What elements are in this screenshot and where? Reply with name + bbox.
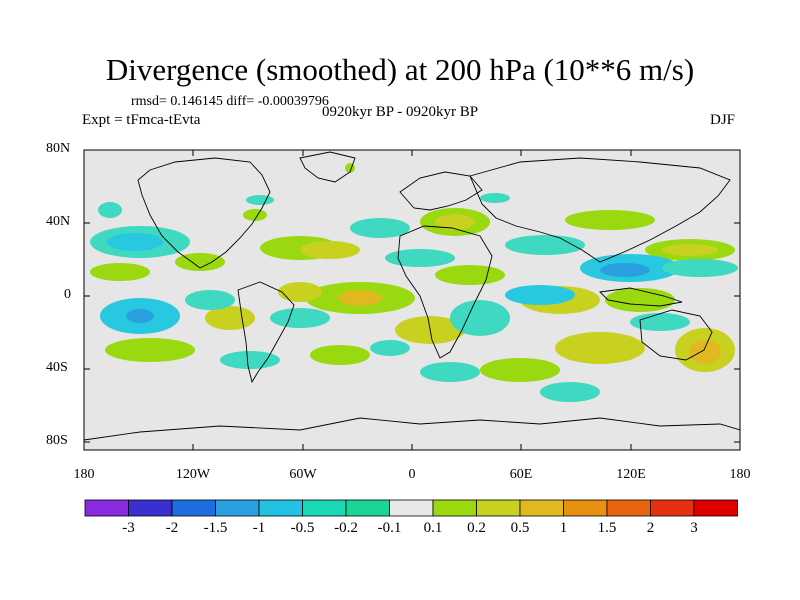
colorbar-swatch [606,499,651,517]
colorbar-swatch [171,499,216,517]
colorbar-label: 0.5 [510,520,530,536]
colorbar-label: -1 [252,520,266,536]
stats-label: rmsd= 0.146145 diff= -0.00039796 [131,94,329,109]
season-label: DJF [710,112,736,128]
negative-regions [90,193,738,402]
contour-region [278,282,322,302]
coastline-antarctica [84,417,740,441]
colorbar-label: 0.2 [467,520,486,536]
coastline-australia [639,309,713,361]
contour-region [505,235,585,255]
lat-label: 40N [46,214,71,229]
contour-region [689,340,721,364]
contour-region [370,340,410,356]
contour-region [300,241,360,259]
coastline-africa [397,225,493,359]
colorbar-label: 1 [559,520,568,536]
contour-region [385,249,455,267]
colorbar-swatch [650,499,695,517]
contour-region [270,308,330,328]
coastline-north-america [137,157,271,269]
contour-region [450,300,510,336]
contour-region [107,233,163,251]
contour-region [338,290,382,306]
colorbar-label: -3 [122,520,135,536]
lon-label: 60W [289,467,317,482]
coastline-asia [469,157,731,263]
colorbar-label: -0.2 [334,520,358,536]
contour-region [605,288,675,312]
lon-label: 0 [408,467,416,482]
coastline-europe [399,171,483,211]
contour-region [126,309,154,323]
lat-label: 0 [64,287,71,302]
contour-region [565,210,655,230]
colorbar-label: -1.5 [203,520,228,536]
colorbar-label: 0.1 [423,520,443,536]
contour-region [630,313,690,331]
contour-region [350,218,410,238]
lat-label: 40S [46,360,68,375]
map-title: Divergence (smoothed) at 200 hPa (10**6 … [105,52,695,87]
axis-ticks [83,149,741,450]
contour-region [435,214,475,230]
colorbar-label: 2 [646,520,655,536]
colorbar-label: -2 [165,520,179,536]
colorbar-swatch [563,499,608,517]
colorbar-swatch [345,499,390,517]
contour-region [480,358,560,382]
contour-region [90,263,150,281]
contour-region [98,202,122,218]
contour-region [105,338,195,362]
coastline-south-america [237,281,295,384]
contour-region [435,265,505,285]
divergence-field [90,163,738,402]
lon-label: 60E [509,467,533,482]
colorbar-swatch [519,499,564,517]
colorbar-swatch [302,499,347,517]
lon-label: 120W [175,467,211,482]
contour-region [555,332,645,364]
colorbar-label: 3 [690,520,698,536]
colorbar-swatch [215,499,260,517]
colorbar [84,499,738,517]
period-label: 0920kyr BP - 0920kyr BP [322,104,479,120]
colorbar-swatch [84,499,129,517]
positive-regions [90,163,735,382]
colorbar-label: -0.5 [290,520,315,536]
coastlines [84,151,740,441]
contour-region [505,285,575,305]
contour-region [185,290,235,310]
colorbar-swatch [128,499,173,517]
contour-region [246,195,274,205]
colorbar-swatch [389,499,434,517]
colorbar-label: -0.1 [377,520,402,536]
colorbar-label: 1.5 [597,520,617,536]
experiment-label: Expt = tFmca-tEvta [82,112,201,128]
contour-region [420,362,480,382]
contour-region [220,351,280,369]
contour-region [175,253,225,271]
colorbar-swatch [258,499,303,517]
contour-region [205,306,255,330]
contour-region [662,259,738,277]
contour-region [540,382,600,402]
colorbar-swatch [432,499,477,517]
lat-label: 80S [46,433,68,448]
coastline-greenland [299,151,356,183]
lat-label: 80N [46,141,71,156]
colorbar-swatch [693,499,738,517]
coastline-indonesia [599,287,683,307]
contour-region [662,244,718,256]
lon-label: 120E [616,467,646,482]
lon-label: 180 [729,467,751,482]
contour-region [243,209,267,221]
colorbar-swatch [476,499,521,517]
contour-region [480,193,510,203]
contour-region [310,345,370,365]
lon-label: 180 [73,467,95,482]
contour-region [600,263,650,277]
